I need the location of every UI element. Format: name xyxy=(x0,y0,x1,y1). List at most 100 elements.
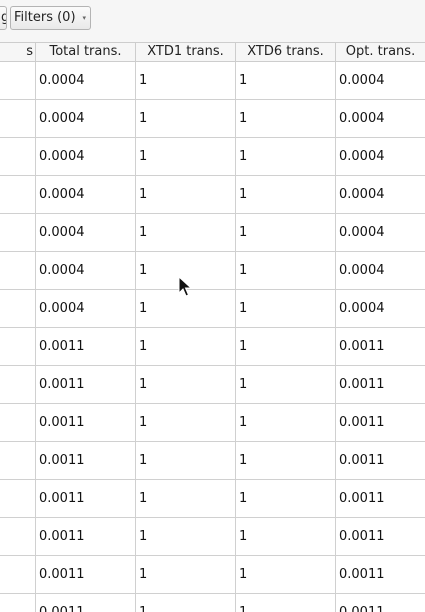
opt-trans-cell[interactable]: 0.0011 xyxy=(336,366,425,403)
dropdown-arrow-icon: ▾ xyxy=(82,14,86,22)
xtd1-trans-cell[interactable]: 1 xyxy=(136,100,236,137)
opt-trans-cell[interactable]: 0.0004 xyxy=(336,62,425,99)
total-trans-cell[interactable]: 0.0004 xyxy=(36,214,136,251)
xtd6-trans-cell[interactable]: 1 xyxy=(236,100,336,137)
total-trans-cell[interactable]: 0.0011 xyxy=(36,366,136,403)
column-header-total-trans[interactable]: Total trans. xyxy=(36,43,136,62)
partial-cell[interactable] xyxy=(0,556,36,593)
total-trans-cell[interactable]: 0.0011 xyxy=(36,556,136,593)
total-trans-cell[interactable]: 0.0011 xyxy=(36,442,136,479)
table-row[interactable]: 0.0004 1 1 0.0004 xyxy=(0,214,425,252)
partial-cell[interactable] xyxy=(0,290,36,327)
xtd6-trans-cell[interactable]: 1 xyxy=(236,366,336,403)
mouse-pointer-icon xyxy=(178,276,192,297)
xtd1-trans-cell[interactable]: 1 xyxy=(136,62,236,99)
table-row[interactable]: 0.0004 1 1 0.0004 xyxy=(0,100,425,138)
xtd6-trans-cell[interactable]: 1 xyxy=(236,556,336,593)
xtd6-trans-cell[interactable]: 1 xyxy=(236,442,336,479)
table-row[interactable]: 0.0004 1 1 0.0004 xyxy=(0,252,425,290)
xtd1-trans-cell[interactable]: 1 xyxy=(136,366,236,403)
xtd1-trans-cell[interactable]: 1 xyxy=(136,594,236,612)
opt-trans-cell[interactable]: 0.0004 xyxy=(336,138,425,175)
xtd6-trans-cell[interactable]: 1 xyxy=(236,252,336,289)
opt-trans-cell[interactable]: 0.0004 xyxy=(336,176,425,213)
xtd6-trans-cell[interactable]: 1 xyxy=(236,176,336,213)
partial-cell[interactable] xyxy=(0,138,36,175)
total-trans-cell[interactable]: 0.0011 xyxy=(36,404,136,441)
xtd1-trans-cell[interactable]: 1 xyxy=(136,214,236,251)
xtd1-trans-cell[interactable]: 1 xyxy=(136,328,236,365)
xtd6-trans-cell[interactable]: 1 xyxy=(236,404,336,441)
partial-cell[interactable] xyxy=(0,404,36,441)
opt-trans-cell[interactable]: 0.0011 xyxy=(336,442,425,479)
xtd1-trans-cell[interactable]: 1 xyxy=(136,518,236,555)
total-trans-cell[interactable]: 0.0011 xyxy=(36,480,136,517)
xtd1-trans-cell[interactable]: 1 xyxy=(136,138,236,175)
xtd1-trans-cell[interactable]: 1 xyxy=(136,176,236,213)
partial-cell[interactable] xyxy=(0,100,36,137)
xtd1-trans-cell[interactable]: 1 xyxy=(136,252,236,289)
total-trans-cell[interactable]: 0.0004 xyxy=(36,290,136,327)
filters-dropdown-button[interactable]: Filters (0) ▾ xyxy=(10,6,91,30)
table-row[interactable]: 0.0004 1 1 0.0004 xyxy=(0,138,425,176)
partial-cell[interactable] xyxy=(0,62,36,99)
total-trans-cell[interactable]: 0.0004 xyxy=(36,138,136,175)
partial-cell[interactable] xyxy=(0,518,36,555)
opt-trans-cell[interactable]: 0.0011 xyxy=(336,328,425,365)
total-trans-cell[interactable]: 0.0011 xyxy=(36,328,136,365)
partial-cell[interactable] xyxy=(0,442,36,479)
opt-trans-cell[interactable]: 0.0011 xyxy=(336,404,425,441)
xtd6-trans-cell[interactable]: 1 xyxy=(236,138,336,175)
partial-cell[interactable] xyxy=(0,328,36,365)
table-row[interactable]: 0.0004 1 1 0.0004 xyxy=(0,176,425,214)
partial-cell[interactable] xyxy=(0,366,36,403)
column-header-xtd1-trans[interactable]: XTD1 trans. xyxy=(136,43,236,62)
partial-cell[interactable] xyxy=(0,480,36,517)
partial-toolbar-button[interactable]: g xyxy=(0,6,7,30)
opt-trans-cell[interactable]: 0.0011 xyxy=(336,480,425,517)
partial-cell[interactable] xyxy=(0,252,36,289)
xtd6-trans-cell[interactable]: 1 xyxy=(236,290,336,327)
column-header-opt-trans[interactable]: Opt. trans. xyxy=(345,44,416,59)
total-trans-cell[interactable]: 0.0004 xyxy=(36,252,136,289)
xtd1-trans-cell[interactable]: 1 xyxy=(136,404,236,441)
opt-trans-cell[interactable]: 0.0004 xyxy=(336,290,425,327)
table-row[interactable]: 0.0004 1 1 0.0004 xyxy=(0,290,425,328)
xtd6-trans-cell[interactable]: 1 xyxy=(236,480,336,517)
opt-trans-cell[interactable]: 0.0011 xyxy=(336,518,425,555)
total-trans-cell[interactable]: 0.0004 xyxy=(36,100,136,137)
opt-trans-cell[interactable]: 0.0004 xyxy=(336,214,425,251)
table-row[interactable]: 0.0004 1 1 0.0004 xyxy=(0,62,425,100)
opt-trans-cell[interactable]: 0.0011 xyxy=(336,556,425,593)
xtd6-trans-cell[interactable]: 1 xyxy=(236,214,336,251)
total-trans-cell[interactable]: 0.0011 xyxy=(36,594,136,612)
partial-cell[interactable] xyxy=(0,176,36,213)
xtd1-trans-cell[interactable]: 1 xyxy=(136,480,236,517)
partial-cell[interactable] xyxy=(0,214,36,251)
total-trans-cell[interactable]: 0.0004 xyxy=(36,62,136,99)
xtd6-trans-cell[interactable]: 1 xyxy=(236,328,336,365)
opt-trans-cell[interactable]: 0.0004 xyxy=(336,252,425,289)
opt-trans-cell[interactable]: 0.0011 xyxy=(336,594,425,612)
xtd6-trans-cell[interactable]: 1 xyxy=(236,62,336,99)
table-header: s Total trans. XTD1 trans. XTD6 trans. O… xyxy=(0,42,425,62)
xtd6-trans-cell[interactable]: 1 xyxy=(236,594,336,612)
column-header-xtd6-trans[interactable]: XTD6 trans. xyxy=(236,43,336,62)
total-trans-cell[interactable]: 0.0004 xyxy=(36,176,136,213)
opt-trans-cell[interactable]: 0.0004 xyxy=(336,100,425,137)
xtd1-trans-cell[interactable]: 1 xyxy=(136,442,236,479)
xtd1-trans-cell[interactable]: 1 xyxy=(136,556,236,593)
column-header-partial[interactable]: s xyxy=(0,43,36,62)
partial-cell[interactable] xyxy=(0,594,36,612)
xtd1-trans-cell[interactable]: 1 xyxy=(136,290,236,327)
total-trans-cell[interactable]: 0.0011 xyxy=(36,518,136,555)
xtd6-trans-cell[interactable]: 1 xyxy=(236,518,336,555)
